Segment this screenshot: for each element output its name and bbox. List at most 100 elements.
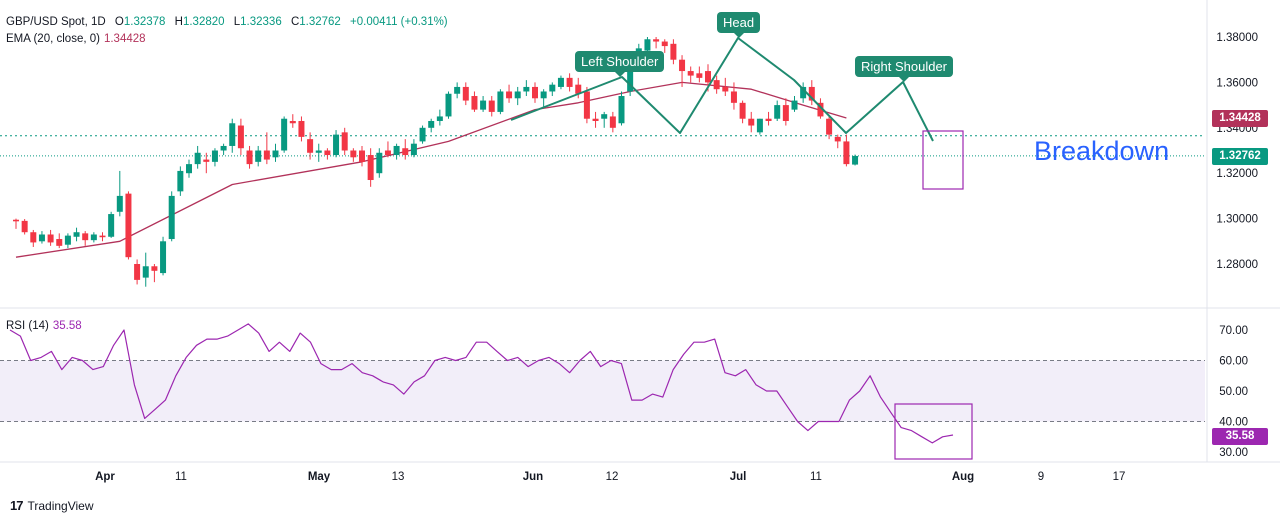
candle-up: [540, 89, 547, 108]
candle-body: [384, 150, 391, 156]
candle-body: [341, 132, 348, 151]
candle-down: [125, 191, 132, 260]
candle-up: [393, 143, 400, 160]
candle-body: [13, 219, 19, 222]
candle-down: [532, 82, 538, 103]
candle-up: [445, 91, 452, 119]
candle-body: [151, 266, 158, 271]
candle-body: [298, 120, 305, 137]
candle-down: [203, 152, 210, 174]
candle-body: [445, 93, 452, 117]
candle-down: [384, 141, 391, 158]
candle-up: [618, 91, 625, 126]
candle-body: [419, 127, 426, 142]
candle-body: [826, 118, 833, 135]
candle-body: [497, 91, 504, 112]
candle-body: [211, 150, 218, 162]
candle-body: [653, 39, 660, 42]
candle-up: [186, 159, 192, 178]
close-value: 1.32762: [299, 16, 341, 28]
candle-down: [30, 229, 37, 247]
candle-down: [765, 111, 772, 126]
candle-down: [722, 77, 729, 97]
candle-body: [333, 134, 340, 156]
price-tick-label: 1.28000: [1216, 259, 1258, 271]
candle-body: [471, 96, 478, 110]
tradingview-brand[interactable]: 17 TradingView: [10, 498, 94, 513]
candle-up: [428, 118, 435, 133]
candle-up: [333, 130, 340, 158]
candle-down: [298, 116, 305, 142]
candle-body: [480, 100, 487, 110]
ema-legend: EMA (20, close, 0) 1.34428: [6, 33, 146, 45]
head-and-shoulders-line: [510, 37, 934, 142]
candle-down: [341, 127, 348, 156]
candle-down: [583, 86, 590, 124]
candle-down: [471, 91, 478, 112]
candle-body: [609, 116, 616, 128]
candle-up: [108, 211, 115, 238]
time-tick-label: 17: [1113, 471, 1126, 483]
candle-body: [220, 145, 227, 151]
candle-body: [203, 159, 210, 162]
candle-body: [454, 86, 461, 94]
candle-body: [765, 118, 772, 121]
candle-body: [549, 84, 556, 92]
candle-body: [800, 86, 807, 99]
candle-body: [506, 91, 513, 99]
candle-body: [82, 233, 89, 241]
candle-body: [679, 59, 686, 72]
candle-down: [82, 231, 89, 246]
candle-body: [393, 145, 400, 156]
rsi-band: [0, 360, 1205, 422]
candle-body: [583, 91, 590, 119]
candle-up: [255, 145, 262, 167]
candle-up: [549, 82, 556, 97]
candle-up: [774, 100, 781, 121]
ema20-line: [15, 81, 847, 258]
candle-body: [108, 214, 115, 237]
candle-body: [644, 39, 651, 51]
candle-body: [359, 150, 365, 162]
candle-down: [592, 111, 599, 128]
candle-down: [782, 98, 789, 126]
candle-body: [410, 143, 417, 156]
rsi-label: RSI (14): [6, 320, 49, 332]
candle-up: [194, 145, 201, 169]
candle-up: [523, 80, 530, 97]
candle-down: [748, 111, 755, 133]
candle-up: [64, 233, 71, 249]
candle-body: [722, 86, 729, 92]
candle-down: [21, 219, 28, 235]
candle-down: [134, 259, 141, 285]
candle-up: [90, 232, 97, 243]
candle-down: [367, 148, 374, 187]
price-tick-label: 1.36000: [1216, 77, 1258, 89]
right-shoulder-label: Right Shoulder: [855, 56, 953, 82]
candle-up: [177, 166, 184, 196]
candle-body: [575, 84, 582, 94]
candle-body: [592, 118, 599, 121]
candle-up: [756, 118, 763, 135]
candle-body: [782, 105, 789, 121]
candle-down: [56, 233, 63, 249]
candle-down: [834, 134, 841, 149]
candle-body: [601, 114, 608, 119]
candle-body: [194, 152, 201, 165]
candle-down: [263, 132, 270, 165]
candle-body: [566, 77, 573, 87]
candle-down: [289, 114, 296, 128]
rsi-tick-label: 70.00: [1219, 325, 1248, 337]
left-shoulder-label: Left Shoulder: [575, 51, 665, 77]
high-value: 1.32820: [182, 16, 225, 28]
candle-body: [730, 91, 737, 103]
candle-up: [601, 111, 608, 128]
candle-body: [713, 80, 720, 90]
rsi-oversold-box: [894, 403, 973, 460]
candle-down: [462, 82, 469, 106]
candle-up: [454, 82, 461, 99]
candle-body: [540, 91, 547, 99]
candle-body: [315, 150, 322, 153]
candle-body: [160, 241, 167, 274]
candle-body: [350, 150, 357, 158]
